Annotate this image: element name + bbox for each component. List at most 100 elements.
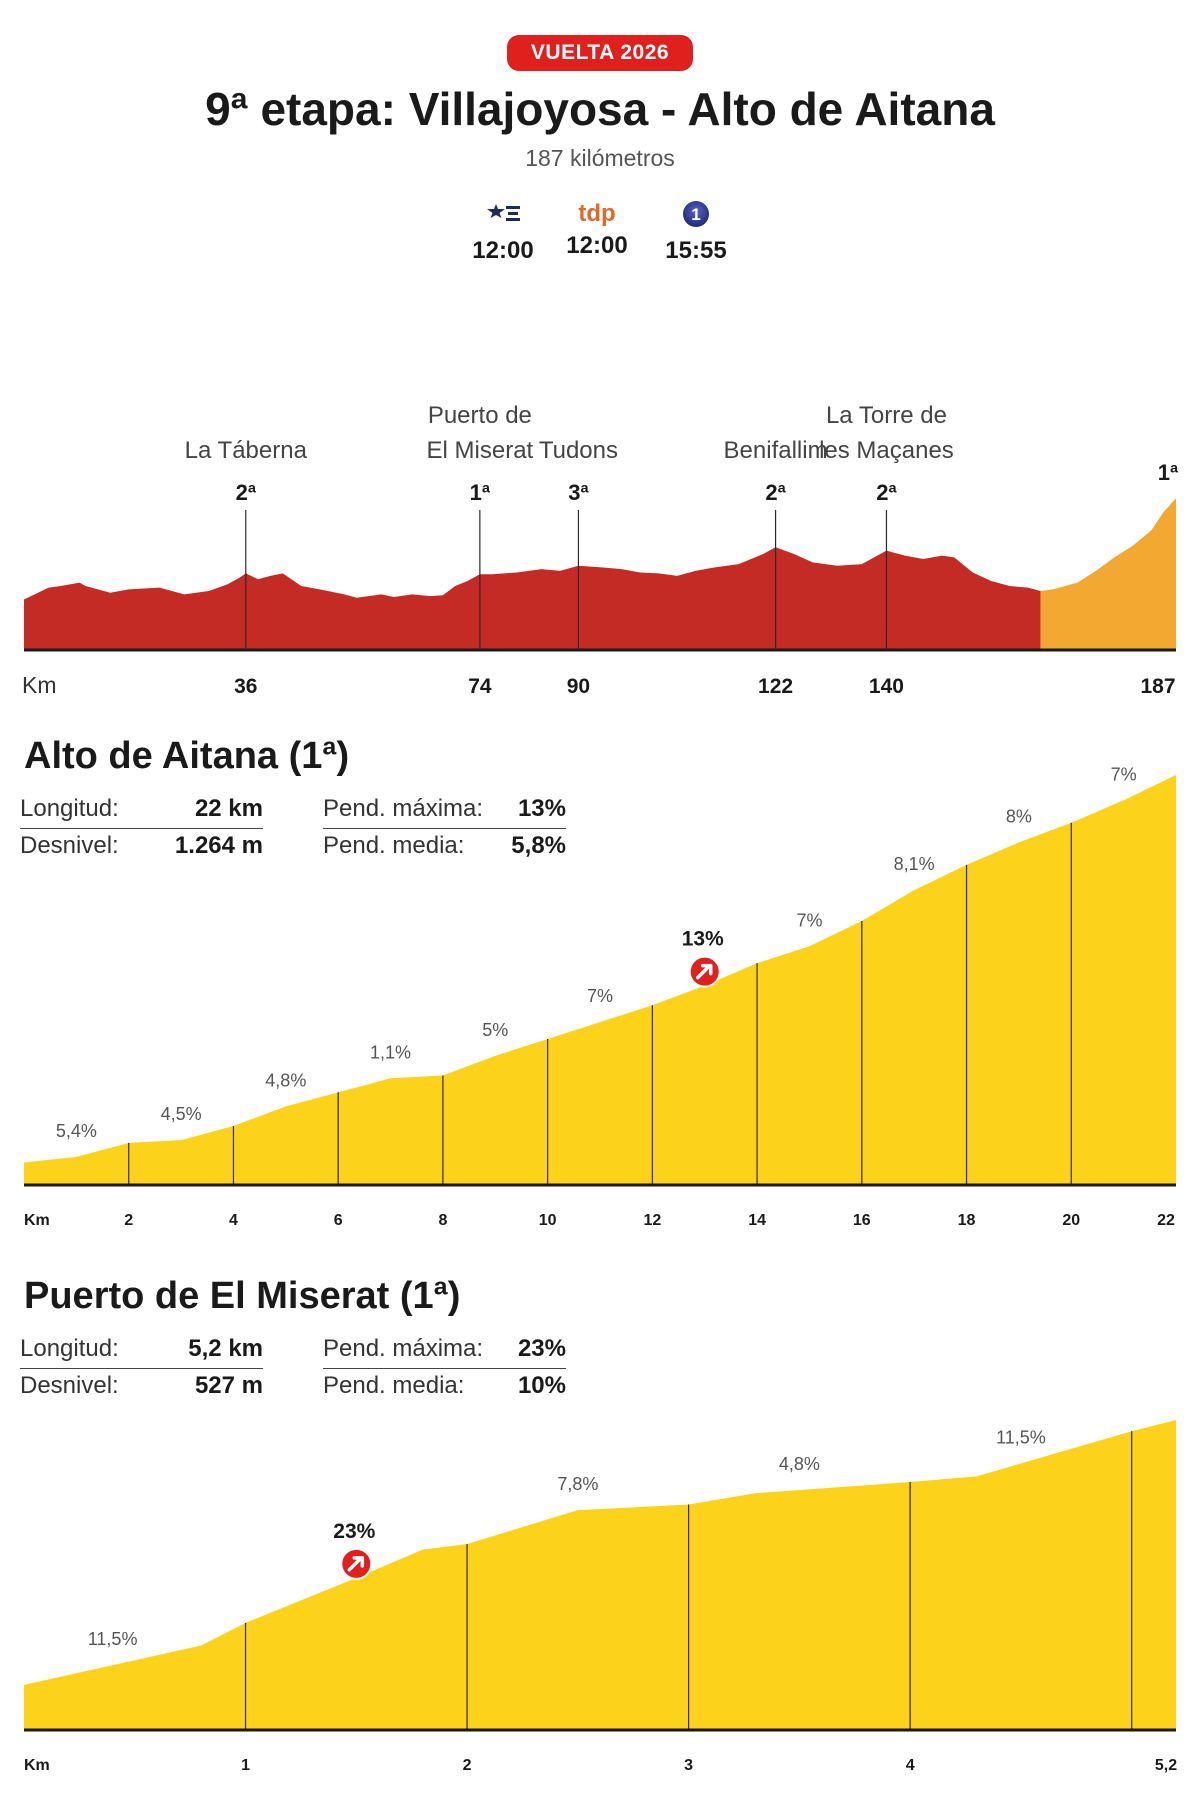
grade-label: 8%	[1006, 806, 1032, 826]
x-tick-label: 90	[567, 675, 590, 698]
aitana-longitud-value: 22 km	[194, 795, 263, 822]
x-tick-label: 20	[1062, 1212, 1080, 1229]
climb-name: Benifallim	[724, 437, 828, 464]
climb-name: Puerto de	[428, 402, 532, 429]
max-grade-label: 13%	[682, 928, 724, 951]
x-tick-label: 140	[869, 675, 904, 698]
aitana-longitud: Longitud: 22 km	[20, 795, 263, 829]
grade-label: 7%	[796, 910, 822, 930]
grade-label: 7,8%	[557, 1474, 598, 1494]
race-badge: VUELTA 2026	[507, 35, 693, 71]
max-grade-arrow-icon	[695, 963, 713, 980]
aitana-pend-max-label: Pend. máxima:	[323, 795, 484, 822]
max-grade-label: 23%	[333, 1520, 375, 1543]
broadcast-tdp: tdp 12:00	[542, 200, 652, 260]
x-tick-label: 14	[748, 1212, 766, 1229]
broadcast-time-eurosport: 12:00	[472, 237, 534, 264]
x-tick-label: 1	[241, 1757, 250, 1774]
climb-category: 2ª	[236, 480, 257, 505]
miserat-longitud-label: Longitud:	[20, 1335, 119, 1362]
miserat-longitud-value: 5,2 km	[188, 1335, 263, 1362]
miserat-pend-max: Pend. máxima: 23%	[323, 1335, 566, 1369]
grade-label: 4,8%	[779, 1454, 820, 1474]
aitana-profile-chart: 5,4% 4,5% 4,8% 1,1% 5% 7% 7% 8,1% 8% 7% 13% Km 2 4 6 8 1…	[24, 764, 1176, 1229]
x-tick-label: 12	[643, 1212, 661, 1229]
x-tick-label: 8	[438, 1212, 447, 1229]
climb-profile-area	[24, 1420, 1176, 1730]
x-axis-label: Km	[22, 672, 57, 698]
la1-logo: 1	[683, 201, 709, 227]
stage-title: 9ª etapa: Villajoyosa - Alto de Aitana	[205, 83, 995, 135]
climb-name: El Miserat	[427, 437, 534, 464]
stage-distance: 187 kilómetros	[525, 145, 675, 171]
grade-label: 4,8%	[265, 1070, 306, 1090]
miserat-pend-max-value: 23%	[517, 1335, 566, 1362]
climb-category: 1ª	[470, 480, 491, 505]
grade-label: 7%	[1111, 764, 1137, 784]
final-climb-area	[1040, 498, 1176, 650]
climb-category: 3ª	[568, 480, 589, 505]
x-tick-label: 10	[539, 1212, 557, 1229]
miserat-pend-max-label: Pend. máxima:	[323, 1335, 484, 1362]
x-tick-label: 16	[853, 1212, 871, 1229]
aitana-desnivel-label: Desnivel:	[20, 832, 119, 859]
aitana-desnivel: Desnivel: 1.264 m	[20, 832, 263, 865]
aitana-pend-max: Pend. máxima: 13%	[323, 795, 566, 829]
x-tick-label: 22	[1157, 1212, 1175, 1229]
aitana-pend-media-label: Pend. media:	[323, 832, 465, 859]
x-tick-label: 3	[684, 1757, 693, 1774]
la1-logo-text: 1	[691, 205, 700, 224]
climb-category: 2ª	[765, 480, 786, 505]
grade-label: 1,1%	[370, 1042, 411, 1062]
x-tick-label: 18	[958, 1212, 976, 1229]
stage-profile-chart: 2ª La Táberna 1ª Puerto de El Miserat 3ª Tudon…	[22, 402, 1179, 698]
miserat-desnivel: Desnivel: 527 m	[20, 1372, 263, 1405]
climb-name: La Táberna	[185, 437, 308, 464]
aitana-pend-max-value: 13%	[517, 795, 566, 822]
miserat-pend-media: Pend. media: 10%	[323, 1372, 566, 1405]
miserat-desnivel-value: 527 m	[194, 1372, 263, 1399]
aitana-title: Alto de Aitana (1ª)	[24, 735, 350, 777]
miserat-profile-chart: 11,5% 7,8% 4,8% 11,5% 23% Km 1 2 3 4 5,2	[24, 1420, 1177, 1774]
miserat-pend-media-value: 10%	[517, 1372, 566, 1399]
aitana-pend-media-value: 5,8%	[511, 832, 566, 859]
grade-label: 5,4%	[56, 1121, 97, 1141]
climb-category: 1ª	[1158, 460, 1179, 485]
broadcast-la1: 1 15:55	[641, 200, 751, 265]
aitana-desnivel-value: 1.264 m	[174, 832, 263, 859]
climb-name: Tudons	[539, 437, 618, 464]
broadcast-time-la1: 15:55	[665, 237, 727, 264]
x-tick-label: 5,2	[1155, 1757, 1177, 1774]
x-tick-label: 2	[463, 1757, 472, 1774]
miserat-pend-media-label: Pend. media:	[323, 1372, 465, 1399]
miserat-desnivel-label: Desnivel:	[20, 1372, 119, 1399]
aitana-pend-media: Pend. media: 5,8%	[323, 832, 566, 865]
climb-name: les Maçanes	[819, 437, 954, 464]
grade-label: 7%	[587, 986, 613, 1006]
climb-profile-area	[24, 775, 1176, 1185]
x-axis-label: Km	[24, 1757, 50, 1774]
aitana-longitud-label: Longitud:	[20, 795, 119, 822]
tdp-logo: tdp	[578, 200, 616, 227]
miserat-title: Puerto de El Miserat (1ª)	[24, 1275, 461, 1317]
x-tick-label: 4	[906, 1757, 915, 1774]
max-grade-arrow-icon	[347, 1556, 365, 1572]
stage-profile-area	[24, 547, 1041, 650]
x-tick-label: 6	[334, 1212, 343, 1229]
grade-label: 4,5%	[161, 1104, 202, 1124]
miserat-longitud: Longitud: 5,2 km	[20, 1335, 263, 1369]
broadcast-eurosport: 12:00	[448, 200, 558, 265]
eurosport-icon	[487, 204, 520, 221]
climb-name: La Torre de	[826, 402, 947, 429]
x-axis-label: Km	[24, 1212, 50, 1229]
grade-label: 5%	[482, 1020, 508, 1040]
x-tick-label: 122	[758, 675, 793, 698]
grade-label: 8,1%	[894, 854, 935, 874]
x-tick-label: 74	[468, 675, 492, 698]
x-tick-label: 4	[229, 1212, 238, 1229]
grade-label: 11,5%	[996, 1427, 1046, 1447]
x-tick-label: 187	[1140, 675, 1175, 698]
x-tick-label: 36	[234, 675, 257, 698]
broadcast-time-tdp: 12:00	[566, 232, 628, 259]
grade-label: 11,5%	[88, 1629, 138, 1649]
